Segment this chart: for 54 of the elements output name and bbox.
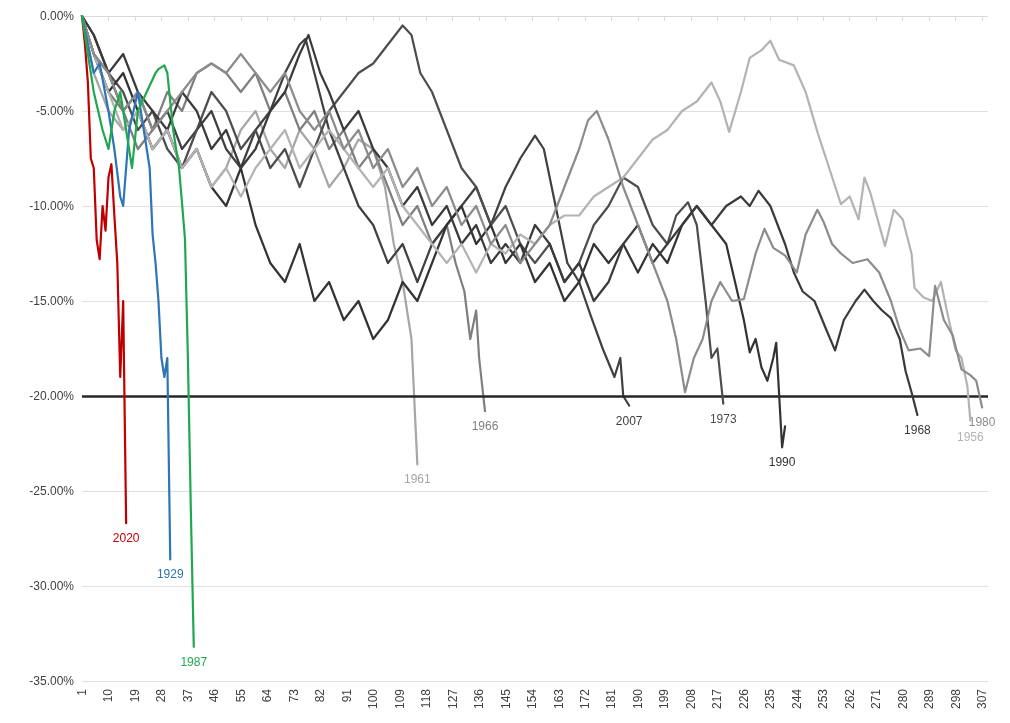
x-tick-label: 109 [392, 688, 407, 710]
x-tick-label: 253 [816, 688, 831, 710]
x-tick-label: 118 [419, 688, 434, 709]
x-tick-label: 10 [101, 688, 116, 703]
series-label: 1929 [156, 567, 184, 582]
series-label: 1987 [180, 654, 208, 669]
x-tick-label: 46 [207, 688, 222, 703]
x-tick-label: 262 [842, 688, 857, 710]
x-tick-label: 181 [604, 688, 619, 710]
x-tick-label: 82 [313, 688, 328, 703]
x-tick-label: 244 [789, 688, 804, 710]
x-tick-label: 208 [683, 688, 698, 710]
x-tick-label: 64 [260, 688, 275, 703]
x-tick-label: 19 [127, 688, 142, 703]
y-tick-label: -25.00% [29, 484, 75, 498]
x-tick-label: 1 [75, 688, 89, 696]
x-tick-label: 190 [630, 688, 645, 710]
x-tick-label: 280 [895, 688, 910, 710]
x-tick-label: 172 [578, 688, 593, 710]
x-tick-label: 226 [736, 688, 751, 710]
y-tick-label: -35.00% [29, 674, 75, 688]
series-label: 1968 [904, 423, 932, 437]
y-tick-label: -15.00% [29, 294, 75, 308]
series-label: 1966 [471, 419, 499, 434]
series-label: 2007 [615, 413, 643, 428]
series-label: 1973 [709, 411, 737, 426]
y-tick-label: -10.00% [29, 199, 75, 213]
y-tick-label: -5.00% [35, 104, 75, 118]
series-label: 1980 [968, 415, 996, 430]
x-tick-label: 37 [180, 688, 195, 703]
x-tick-label: 235 [763, 688, 778, 710]
x-tick-label: 271 [869, 688, 884, 710]
x-tick-label: 127 [445, 688, 460, 710]
x-tick-label: 100 [366, 688, 381, 710]
x-tick-label: 307 [975, 688, 990, 710]
x-tick-label: 217 [710, 688, 725, 710]
x-tick-label: 154 [525, 688, 540, 710]
x-tick-label: 91 [339, 688, 354, 703]
x-tick-label: 55 [233, 688, 248, 703]
x-tick-label: 289 [922, 688, 937, 710]
x-tick-label: 136 [472, 688, 487, 710]
series-label: 2020 [112, 531, 140, 546]
x-tick-label: 73 [286, 688, 301, 703]
x-tick-label: 298 [948, 688, 963, 710]
y-tick-label: -20.00% [29, 389, 75, 403]
x-tick-label: 163 [551, 688, 566, 710]
series-label: 1961 [403, 472, 432, 487]
x-tick-label: 28 [154, 688, 169, 703]
series-label: 1956 [957, 430, 985, 445]
series-label: 1990 [768, 455, 796, 470]
x-tick-label: 145 [498, 688, 513, 710]
x-tick-label: 199 [657, 688, 672, 710]
y-tick-label: -30.00% [29, 579, 75, 593]
y-tick-label: 0.00% [39, 9, 75, 23]
